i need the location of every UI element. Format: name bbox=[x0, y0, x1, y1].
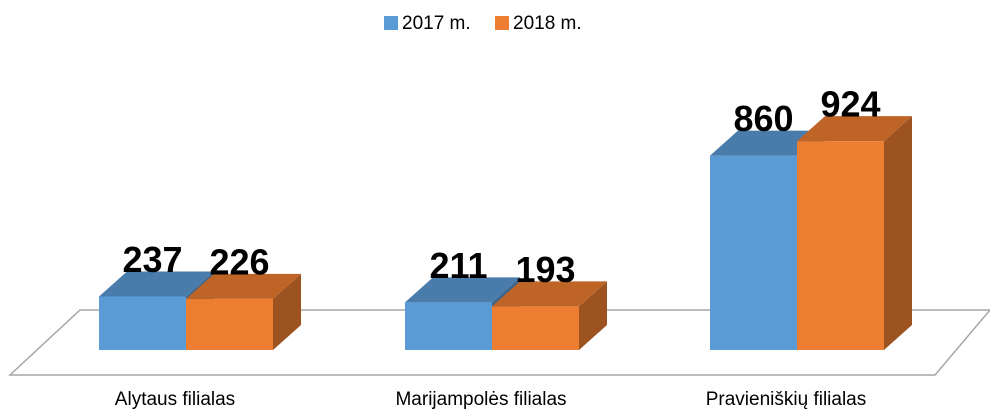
data-label: 237 bbox=[122, 239, 182, 280]
x-tick-label: Marijampolės filialas bbox=[395, 389, 566, 410]
bar-top bbox=[405, 277, 520, 303]
data-label: 193 bbox=[515, 249, 575, 290]
bar-side bbox=[579, 281, 607, 350]
bar-top bbox=[186, 273, 301, 299]
bar-side bbox=[273, 273, 301, 350]
bar bbox=[797, 116, 912, 351]
bar bbox=[186, 273, 301, 350]
bar-front bbox=[797, 141, 884, 350]
bar-top bbox=[797, 116, 912, 142]
bar-top bbox=[492, 281, 607, 307]
bar-front bbox=[710, 155, 797, 350]
bar-front bbox=[99, 296, 186, 350]
x-tick-label: Alytaus filialas bbox=[115, 389, 235, 410]
data-label: 924 bbox=[820, 84, 880, 125]
legend-swatch bbox=[384, 16, 398, 30]
bar-top bbox=[99, 271, 214, 297]
bar-front bbox=[492, 306, 579, 350]
bar-side bbox=[884, 116, 912, 351]
data-label: 226 bbox=[209, 241, 269, 282]
bar-front bbox=[405, 302, 492, 350]
legend-label: 2018 m. bbox=[513, 13, 582, 34]
x-tick-label: Pravieniškių filialas bbox=[706, 389, 867, 410]
data-label: 211 bbox=[429, 245, 487, 286]
bar-top bbox=[710, 130, 825, 156]
bar bbox=[405, 277, 520, 350]
legend-swatch bbox=[495, 16, 509, 30]
data-label: 860 bbox=[733, 98, 793, 139]
bar bbox=[492, 281, 607, 350]
bar-front bbox=[186, 298, 273, 350]
legend-label: 2017 m. bbox=[402, 13, 471, 34]
floor bbox=[8, 309, 990, 376]
